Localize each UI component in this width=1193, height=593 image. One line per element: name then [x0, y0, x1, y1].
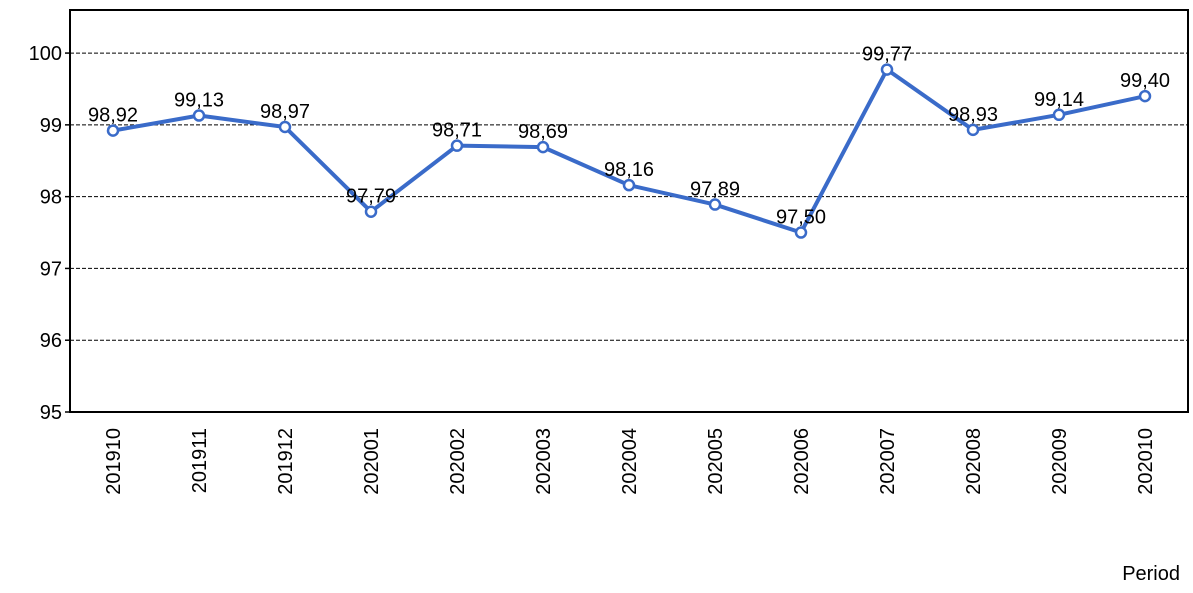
x-tick-label: 201911	[189, 428, 211, 493]
data-point	[794, 226, 808, 239]
x-tick-label: 202004	[619, 428, 641, 495]
data-point	[106, 124, 120, 137]
y-tick-label: 95	[40, 402, 62, 424]
x-tick-label: 202005	[705, 428, 727, 495]
data-label: 97,89	[690, 179, 740, 201]
y-tick-label: 96	[40, 330, 62, 352]
data-label: 98,16	[604, 159, 654, 181]
data-point	[536, 140, 550, 154]
data-label: 97,50	[776, 207, 826, 229]
x-axis-label: Period	[1122, 563, 1180, 585]
x-tick-label: 202007	[877, 428, 899, 495]
data-label: 98,92	[88, 105, 138, 127]
data-label: 98,93	[948, 104, 998, 126]
x-tick-label: 202008	[963, 428, 985, 495]
data-label: 98,97	[260, 101, 310, 123]
data-point	[450, 139, 464, 152]
data-label: 99,14	[1034, 89, 1084, 111]
data-label: 98,69	[518, 121, 568, 143]
data-point	[708, 198, 722, 211]
x-tick-label: 201910	[103, 428, 125, 495]
x-tick-label: 202009	[1049, 428, 1071, 495]
data-label: 99,40	[1120, 70, 1170, 92]
data-label: 99,13	[174, 90, 224, 112]
data-point	[622, 178, 636, 192]
x-tick-label: 202001	[361, 428, 383, 495]
x-tick-label: 202002	[447, 428, 469, 495]
data-point	[1138, 89, 1152, 103]
data-point	[364, 205, 378, 218]
data-point	[278, 120, 292, 134]
data-label: 99,77	[862, 44, 912, 66]
data-line	[112, 67, 1146, 235]
data-point	[1052, 108, 1066, 122]
y-tick-label: 97	[40, 258, 62, 280]
x-tick-label: 202010	[1135, 428, 1157, 495]
data-point	[880, 63, 894, 76]
data-point	[192, 109, 206, 122]
x-tick-label: 202006	[791, 428, 813, 495]
y-tick-label: 100	[29, 43, 62, 65]
y-tick-label: 98	[40, 187, 62, 209]
data-label: 97,79	[346, 186, 396, 208]
data-point	[966, 123, 980, 137]
plot-frame	[69, 9, 1189, 413]
y-tick-label: 99	[40, 115, 62, 137]
data-label: 98,71	[432, 120, 482, 142]
x-tick-label: 202003	[533, 428, 555, 495]
x-tick-label: 201912	[275, 428, 297, 495]
